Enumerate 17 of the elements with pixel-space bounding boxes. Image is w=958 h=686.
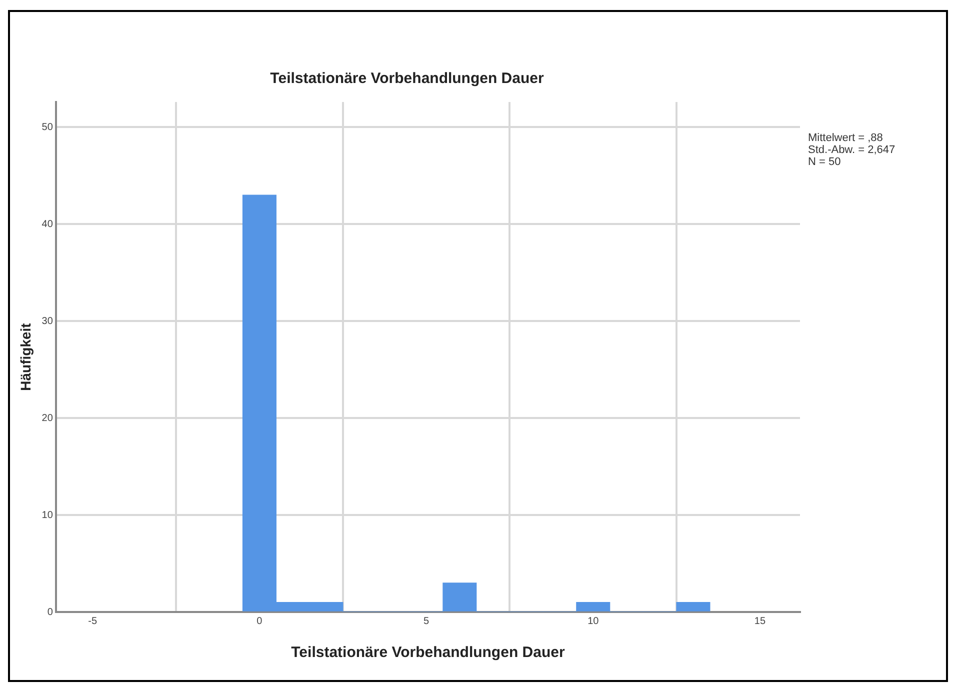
y-tick-label: 20 xyxy=(42,412,54,424)
y-tick-label: 0 xyxy=(47,606,54,618)
text: Std.-Abw. = 2,647 xyxy=(808,144,896,156)
x-tick-label: 5 xyxy=(424,616,430,627)
y-axis-title: Häufigkeit xyxy=(17,322,34,391)
y-tick-label: 10 xyxy=(42,510,54,521)
x-tick-label: 10 xyxy=(588,616,600,627)
x-tick-label: 15 xyxy=(754,616,766,627)
y-tick-label: 50 xyxy=(42,122,54,133)
text: Mittelwert = ,88 xyxy=(808,132,884,144)
chart-title: Teilstationäre Vorbehandlungen Dauer xyxy=(270,70,544,88)
x-axis-title: Teilstationäre Vorbehandlungen Dauer xyxy=(291,644,565,662)
y-tick-label: 30 xyxy=(42,316,54,327)
text: N = 50 xyxy=(808,156,842,168)
y-tick-label: 40 xyxy=(42,218,54,230)
x-tick-label: -5 xyxy=(88,616,98,627)
x-tick-label: 0 xyxy=(256,616,263,627)
